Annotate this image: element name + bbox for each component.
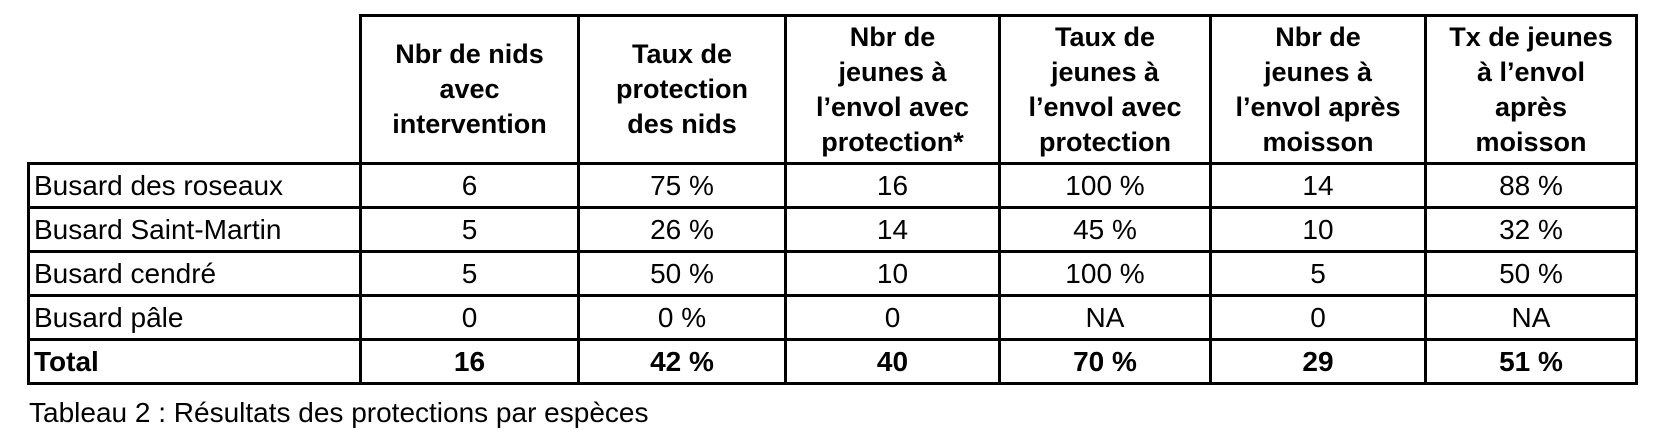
row-label: Total — [27, 338, 362, 385]
value-cell: 6 — [359, 162, 580, 209]
table-row-busard-cendre: Busard cendré 5 50 % 10 100 % 5 50 % — [27, 250, 1638, 297]
value-cell: 5 — [1209, 250, 1427, 297]
value-cell: 16 — [359, 338, 580, 385]
value-cell: 75 % — [577, 162, 787, 209]
col-header-jeunes-envol-avec-protection: Nbr de jeunes à l’envol avec protection* — [784, 14, 1001, 165]
results-table: Nbr de nids avec intervention Taux de pr… — [27, 14, 1638, 385]
value-cell: NA — [1424, 294, 1638, 341]
header-row: Nbr de nids avec intervention Taux de pr… — [29, 14, 1638, 165]
value-cell: 0 — [1209, 294, 1427, 341]
value-cell: 0 — [359, 294, 580, 341]
value-cell: 10 — [1209, 206, 1427, 253]
value-cell: 40 — [784, 338, 1001, 385]
value-cell: 32 % — [1424, 206, 1638, 253]
row-label: Busard des roseaux — [27, 162, 362, 209]
row-label: Busard pâle — [27, 294, 362, 341]
table-row-busard-pale: Busard pâle 0 0 % 0 NA 0 NA — [27, 294, 1638, 341]
value-cell: 50 % — [577, 250, 787, 297]
value-cell: 5 — [359, 206, 580, 253]
corner-cell — [29, 16, 361, 164]
row-label: Busard cendré — [27, 250, 362, 297]
value-cell: 51 % — [1424, 338, 1638, 385]
value-cell: 0 — [784, 294, 1001, 341]
value-cell: 100 % — [998, 162, 1212, 209]
value-cell: 0 % — [577, 294, 787, 341]
value-cell: 26 % — [577, 206, 787, 253]
value-cell: 100 % — [998, 250, 1212, 297]
value-cell: 10 — [784, 250, 1001, 297]
value-cell: NA — [998, 294, 1212, 341]
value-cell: 50 % — [1424, 250, 1638, 297]
table-caption: Tableau 2 : Résultats des protections pa… — [29, 397, 649, 428]
row-label: Busard Saint-Martin — [27, 206, 362, 253]
col-header-jeunes-envol-apres-moisson: Nbr de jeunes à l’envol après moisson — [1209, 14, 1427, 165]
col-header-taux-jeunes-envol-avec-protection: Taux de jeunes à l’envol avec protection — [998, 14, 1212, 165]
table-row-busard-saint-martin: Busard Saint-Martin 5 26 % 14 45 % 10 32… — [27, 206, 1638, 253]
table-row-busard-des-roseaux: Busard des roseaux 6 75 % 16 100 % 14 88… — [27, 162, 1638, 209]
value-cell: 45 % — [998, 206, 1212, 253]
table-row-total: Total 16 42 % 40 70 % 29 51 % — [27, 338, 1638, 385]
col-header-nids-intervention: Nbr de nids avec intervention — [359, 14, 580, 165]
value-cell: 5 — [359, 250, 580, 297]
value-cell: 29 — [1209, 338, 1427, 385]
value-cell: 88 % — [1424, 162, 1638, 209]
value-cell: 42 % — [577, 338, 787, 385]
col-header-taux-protection-nids: Taux de protection des nids — [577, 14, 787, 165]
value-cell: 14 — [784, 206, 1001, 253]
col-header-taux-jeunes-envol-apres-moisson: Tx de jeunes à l’envol après moisson — [1424, 14, 1638, 165]
value-cell: 70 % — [998, 338, 1212, 385]
value-cell: 14 — [1209, 162, 1427, 209]
value-cell: 16 — [784, 162, 1001, 209]
